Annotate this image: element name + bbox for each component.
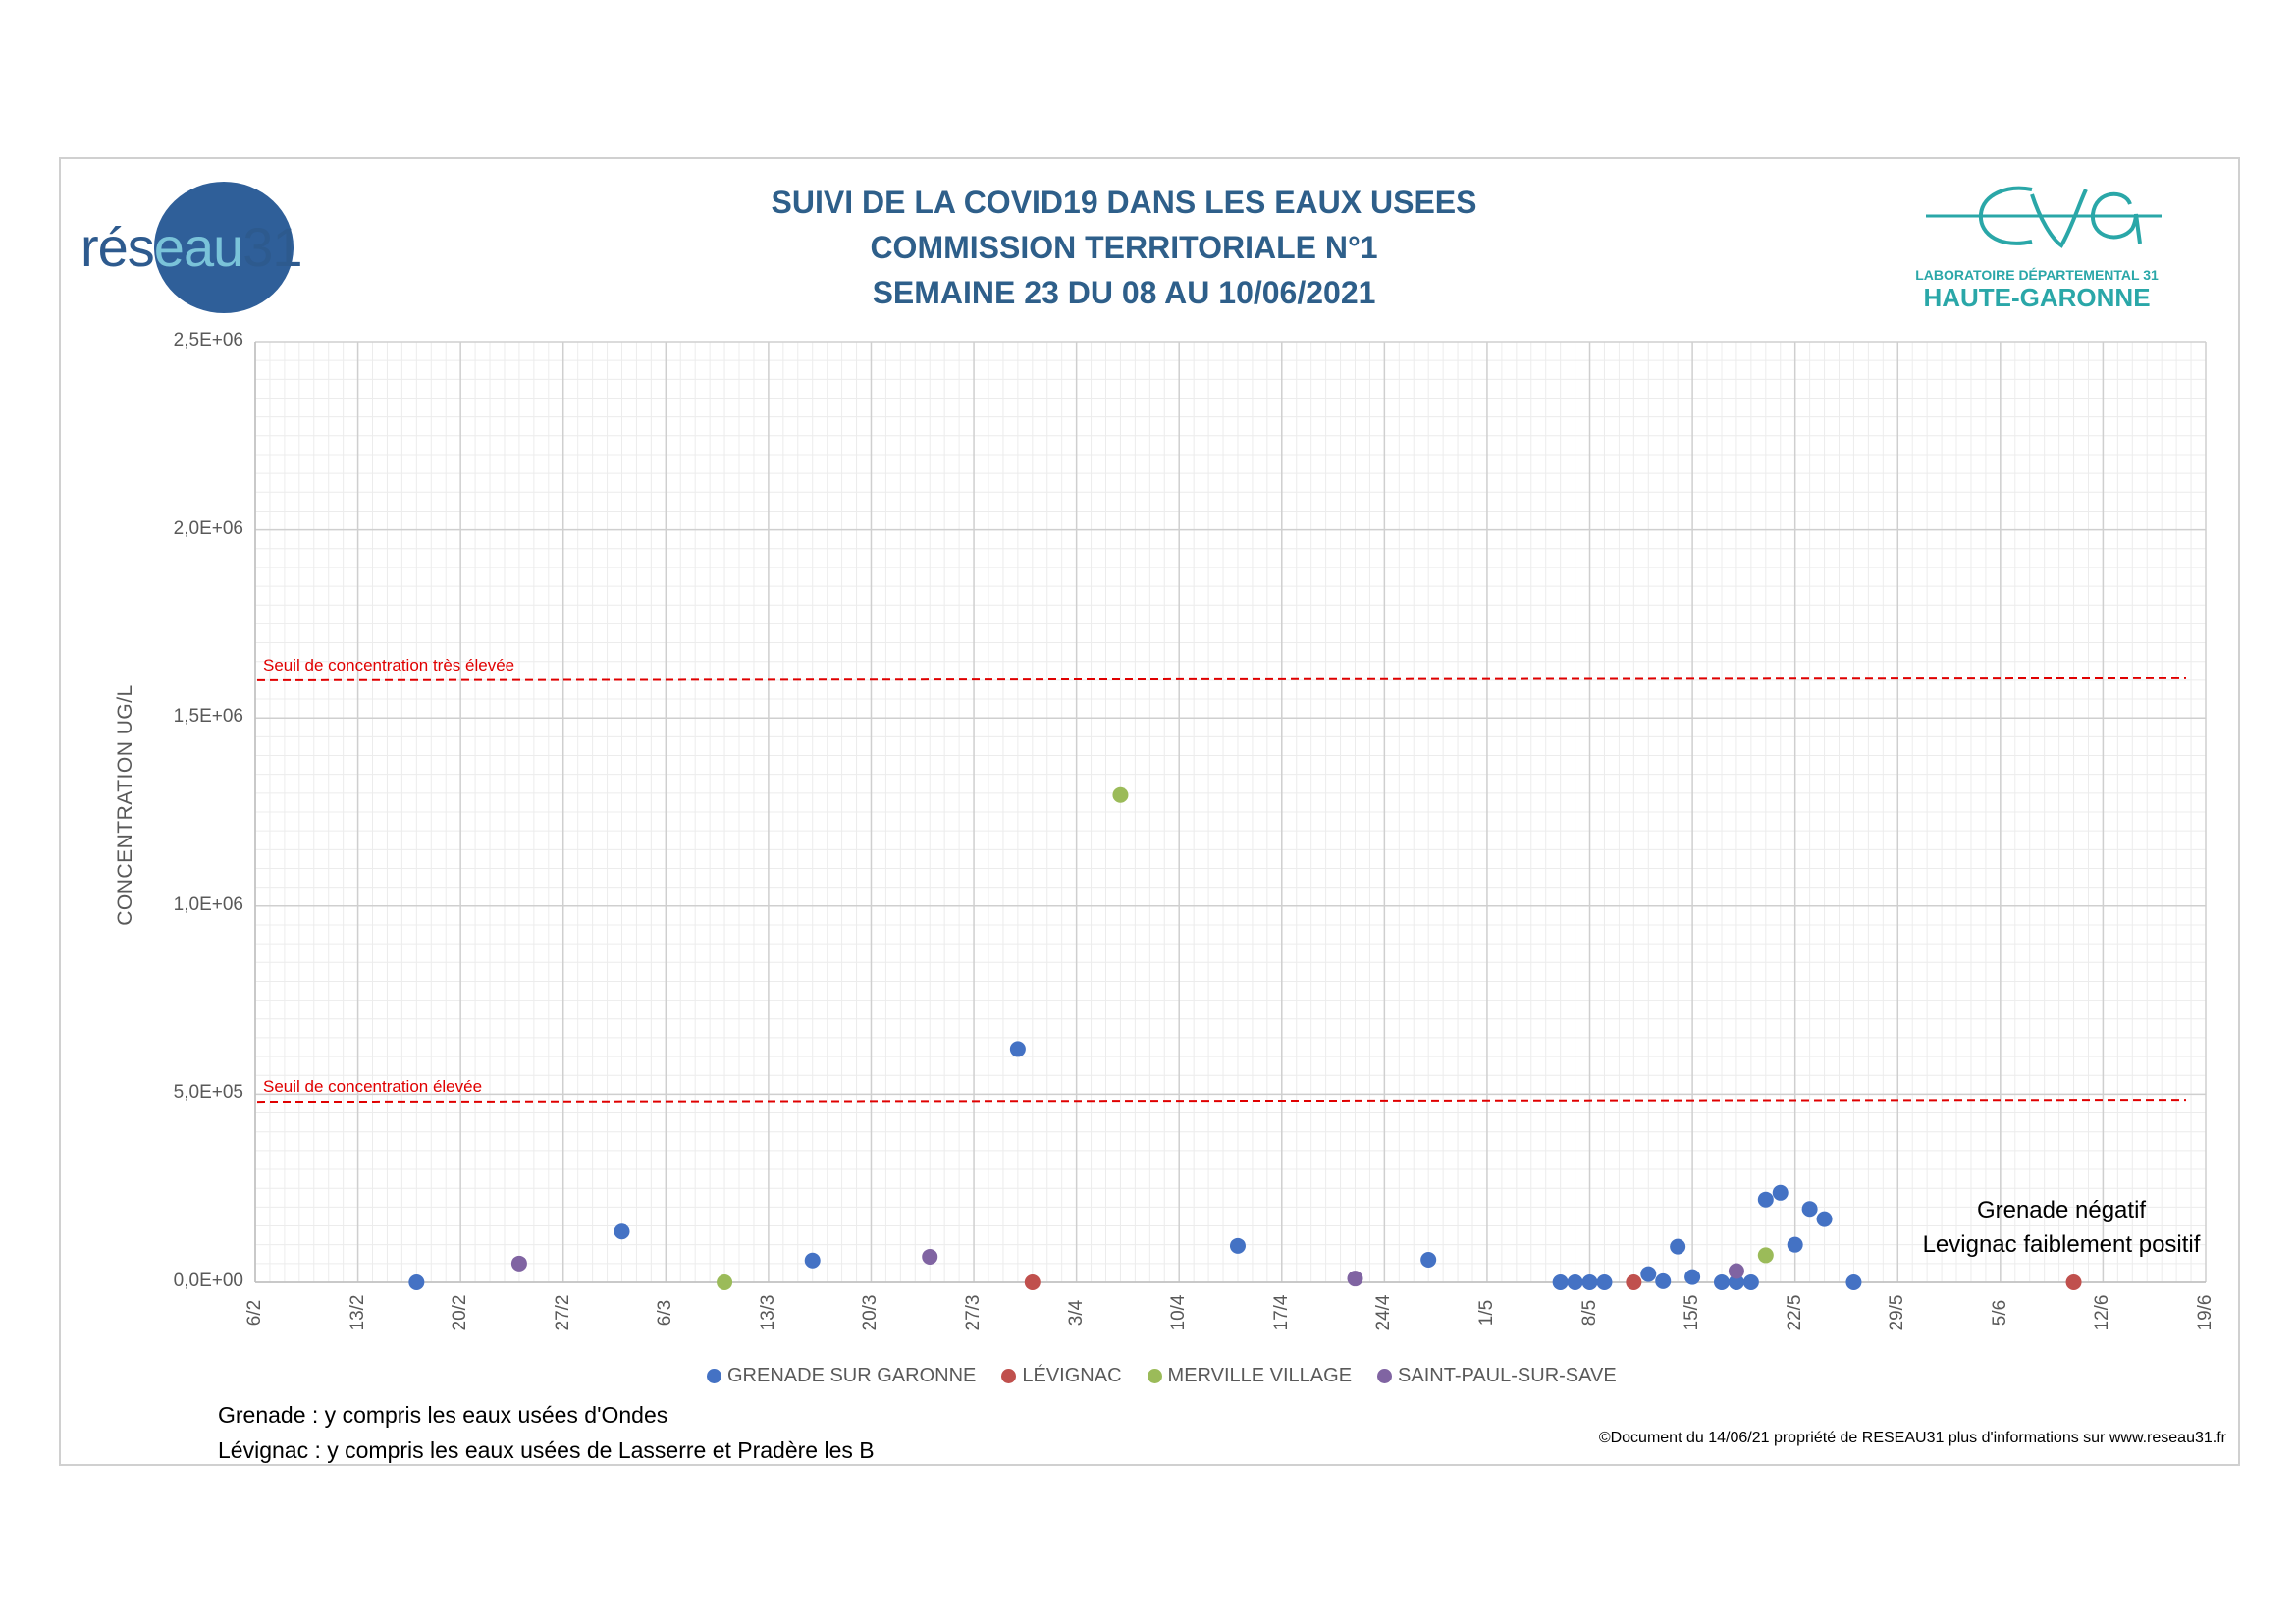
title-line-2: COMMISSION TERRITORIALE N°1 <box>870 230 1378 265</box>
y-tick-label: 2,5E+06 <box>173 330 243 351</box>
data-point-grenade <box>1640 1266 1657 1282</box>
copyright-note: ©Document du 14/06/21 propriété de RESEA… <box>1598 1430 2226 1446</box>
chart-legend: GRENADE SUR GARONNE LÉVIGNAC MERVILLE VI… <box>707 1361 1617 1390</box>
data-point-levignac <box>2065 1274 2082 1290</box>
data-point-grenade <box>1801 1201 1818 1218</box>
title-line-3: SEMAINE 23 DU 08 AU 10/06/2021 <box>872 275 1376 310</box>
x-tick-label: 10/4 <box>1168 1294 1190 1331</box>
data-point-grenade <box>1581 1274 1598 1290</box>
x-tick-label: 6/2 <box>244 1299 265 1326</box>
data-point-saint-paul <box>1728 1263 1744 1279</box>
annotation-grenade: Grenade négatif <box>1976 1197 2147 1223</box>
eva-logo: LABORATOIRE DÉPARTEMENTAL 31 HAUTE-GARON… <box>1914 175 2179 312</box>
data-point-saint-paul <box>510 1255 527 1272</box>
data-point-merville <box>1112 786 1129 803</box>
legend-item-saint-paul: SAINT-PAUL-SUR-SAVE <box>1377 1365 1617 1387</box>
threshold-line <box>256 677 2187 681</box>
data-point-grenade <box>1816 1211 1833 1227</box>
data-point-grenade <box>1009 1041 1026 1057</box>
x-tick-label: 15/5 <box>1682 1294 1703 1331</box>
data-point-saint-paul <box>922 1248 938 1265</box>
logo-text-part1: rés <box>80 216 155 278</box>
x-tick-label: 17/4 <box>1270 1294 1292 1331</box>
data-point-merville <box>1757 1247 1774 1264</box>
legend-label-saint-paul: SAINT-PAUL-SUR-SAVE <box>1398 1364 1617 1386</box>
legend-label-levignac: LÉVIGNAC <box>1022 1364 1122 1386</box>
threshold-line <box>256 1099 2187 1104</box>
x-tick-label: 20/3 <box>860 1294 881 1331</box>
legend-item-grenade: GRENADE SUR GARONNE <box>707 1365 976 1387</box>
logo-wordmark: réseau31 <box>80 215 303 279</box>
y-tick-label: 2,0E+06 <box>173 517 243 539</box>
data-point-grenade <box>1567 1274 1583 1290</box>
data-point-grenade <box>1229 1237 1246 1254</box>
y-tick-label: 1,0E+06 <box>173 893 243 915</box>
data-point-grenade <box>804 1252 821 1269</box>
annotation-levignac: Levignac faiblement positif <box>1922 1231 2201 1258</box>
legend-marker-grenade <box>707 1368 721 1383</box>
y-tick-label: 5,0E+05 <box>173 1082 243 1104</box>
x-tick-label: 20/2 <box>450 1294 471 1331</box>
y-tick-label: 1,5E+06 <box>173 706 243 728</box>
eva-lab-label: LABORATOIRE DÉPARTEMENTAL 31 <box>1915 267 2159 283</box>
legend-item-levignac: LÉVIGNAC <box>1001 1364 1122 1387</box>
x-tick-label: 19/6 <box>2195 1294 2216 1331</box>
y-tick-label: 0,0E+00 <box>173 1271 243 1291</box>
x-tick-label: 13/3 <box>757 1294 778 1331</box>
eva-haute-garonne-label: HAUTE-GARONNE <box>1923 283 2151 312</box>
data-point-grenade <box>1420 1252 1437 1269</box>
x-tick-label: 22/5 <box>1784 1294 1805 1331</box>
data-point-grenade <box>1845 1274 1862 1290</box>
x-tick-label: 27/3 <box>963 1294 985 1331</box>
data-point-grenade <box>1742 1274 1759 1290</box>
logo-text-part2: eau <box>153 216 243 278</box>
x-tick-label: 27/2 <box>552 1294 573 1331</box>
note-grenade: Grenade : y compris les eaux usées d'Ond… <box>218 1402 668 1428</box>
x-tick-label: 29/5 <box>1887 1294 1908 1331</box>
x-tick-label: 6/3 <box>655 1299 676 1326</box>
data-point-grenade <box>614 1223 630 1240</box>
legend-marker-levignac <box>1001 1368 1017 1383</box>
x-tick-label: 24/4 <box>1373 1294 1395 1331</box>
logo-disc <box>154 182 294 313</box>
data-point-saint-paul <box>1347 1271 1363 1287</box>
chart-title: SUIVI DE LA COVID19 DANS LES EAUX USEES … <box>0 180 2248 315</box>
x-tick-label: 5/6 <box>1989 1299 2010 1326</box>
x-tick-label: 1/5 <box>1475 1299 1497 1326</box>
note-levignac: Lévignac : y compris les eaux usées de L… <box>218 1437 875 1463</box>
reseau31-logo: réseau31 <box>80 180 316 317</box>
legend-item-merville: MERVILLE VILLAGE <box>1147 1364 1353 1387</box>
data-point-grenade <box>1684 1269 1701 1285</box>
data-point-grenade <box>1757 1191 1774 1208</box>
title-line-1: SUIVI DE LA COVID19 DANS LES EAUX USEES <box>771 185 1477 220</box>
legend-marker-merville <box>1147 1368 1162 1383</box>
data-point-grenade <box>1772 1184 1789 1201</box>
data-point-grenade <box>1552 1274 1569 1290</box>
data-point-grenade <box>1596 1274 1613 1290</box>
x-tick-label: 13/2 <box>347 1294 368 1331</box>
data-point-grenade <box>1713 1274 1730 1290</box>
data-point-grenade <box>1787 1236 1803 1253</box>
legend-label-merville: MERVILLE VILLAGE <box>1167 1364 1353 1386</box>
threshold-label-high: Seuil de concentration élevée <box>263 1077 483 1097</box>
data-point-levignac <box>1626 1274 1642 1290</box>
eva-logo-mark <box>1926 186 2162 248</box>
x-tick-label: 12/6 <box>2092 1294 2113 1331</box>
data-point-grenade <box>1670 1238 1686 1255</box>
threshold-label-very-high: Seuil de concentration très élevée <box>263 655 515 675</box>
data-point-levignac <box>1024 1274 1041 1290</box>
x-tick-label: 8/5 <box>1578 1299 1600 1326</box>
data-point-grenade <box>1728 1274 1744 1290</box>
data-point-grenade <box>1655 1272 1672 1289</box>
x-tick-label: 3/4 <box>1065 1299 1087 1326</box>
legend-label-grenade: GRENADE SUR GARONNE <box>727 1364 977 1386</box>
data-point-grenade <box>408 1274 425 1290</box>
data-point-merville <box>717 1274 733 1290</box>
legend-marker-saint-paul <box>1377 1368 1393 1383</box>
logo-text-part3: 31 <box>242 216 302 278</box>
